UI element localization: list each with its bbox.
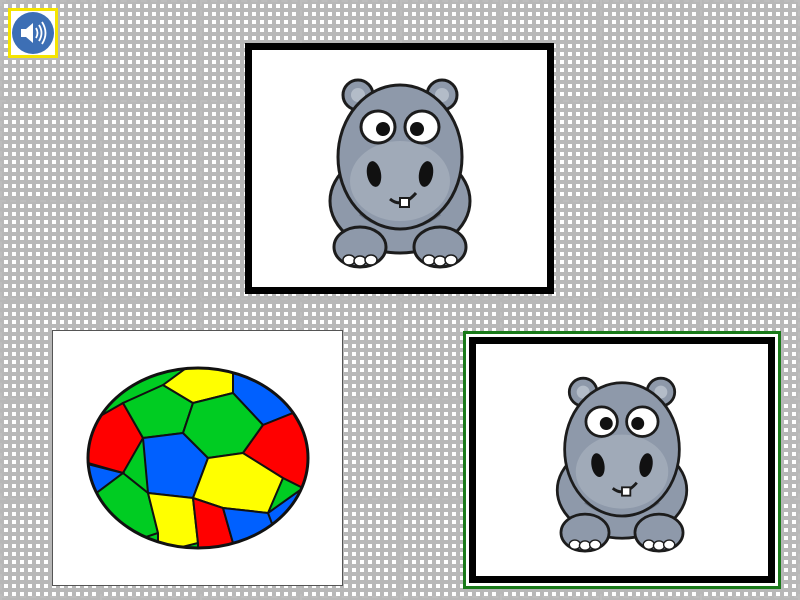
choice-card-ball[interactable] <box>52 330 343 586</box>
grid-line <box>400 0 402 600</box>
grid-line <box>0 0 2 600</box>
grid-line <box>100 0 102 600</box>
choice-card-hippo-frame <box>469 337 775 583</box>
hippo-icon <box>555 376 689 553</box>
grid-line <box>700 0 702 600</box>
grid-line <box>600 0 602 600</box>
grid-line <box>300 0 302 600</box>
soccer-ball-icon <box>86 366 309 550</box>
choice-card-hippo[interactable] <box>463 331 781 589</box>
grid-line <box>200 0 202 600</box>
play-audio-button[interactable] <box>8 8 58 58</box>
target-picture-card <box>245 43 554 294</box>
grid-line <box>500 0 502 600</box>
grid-line <box>798 0 800 600</box>
hippo-icon <box>328 78 471 268</box>
speaker-icon <box>12 12 54 54</box>
